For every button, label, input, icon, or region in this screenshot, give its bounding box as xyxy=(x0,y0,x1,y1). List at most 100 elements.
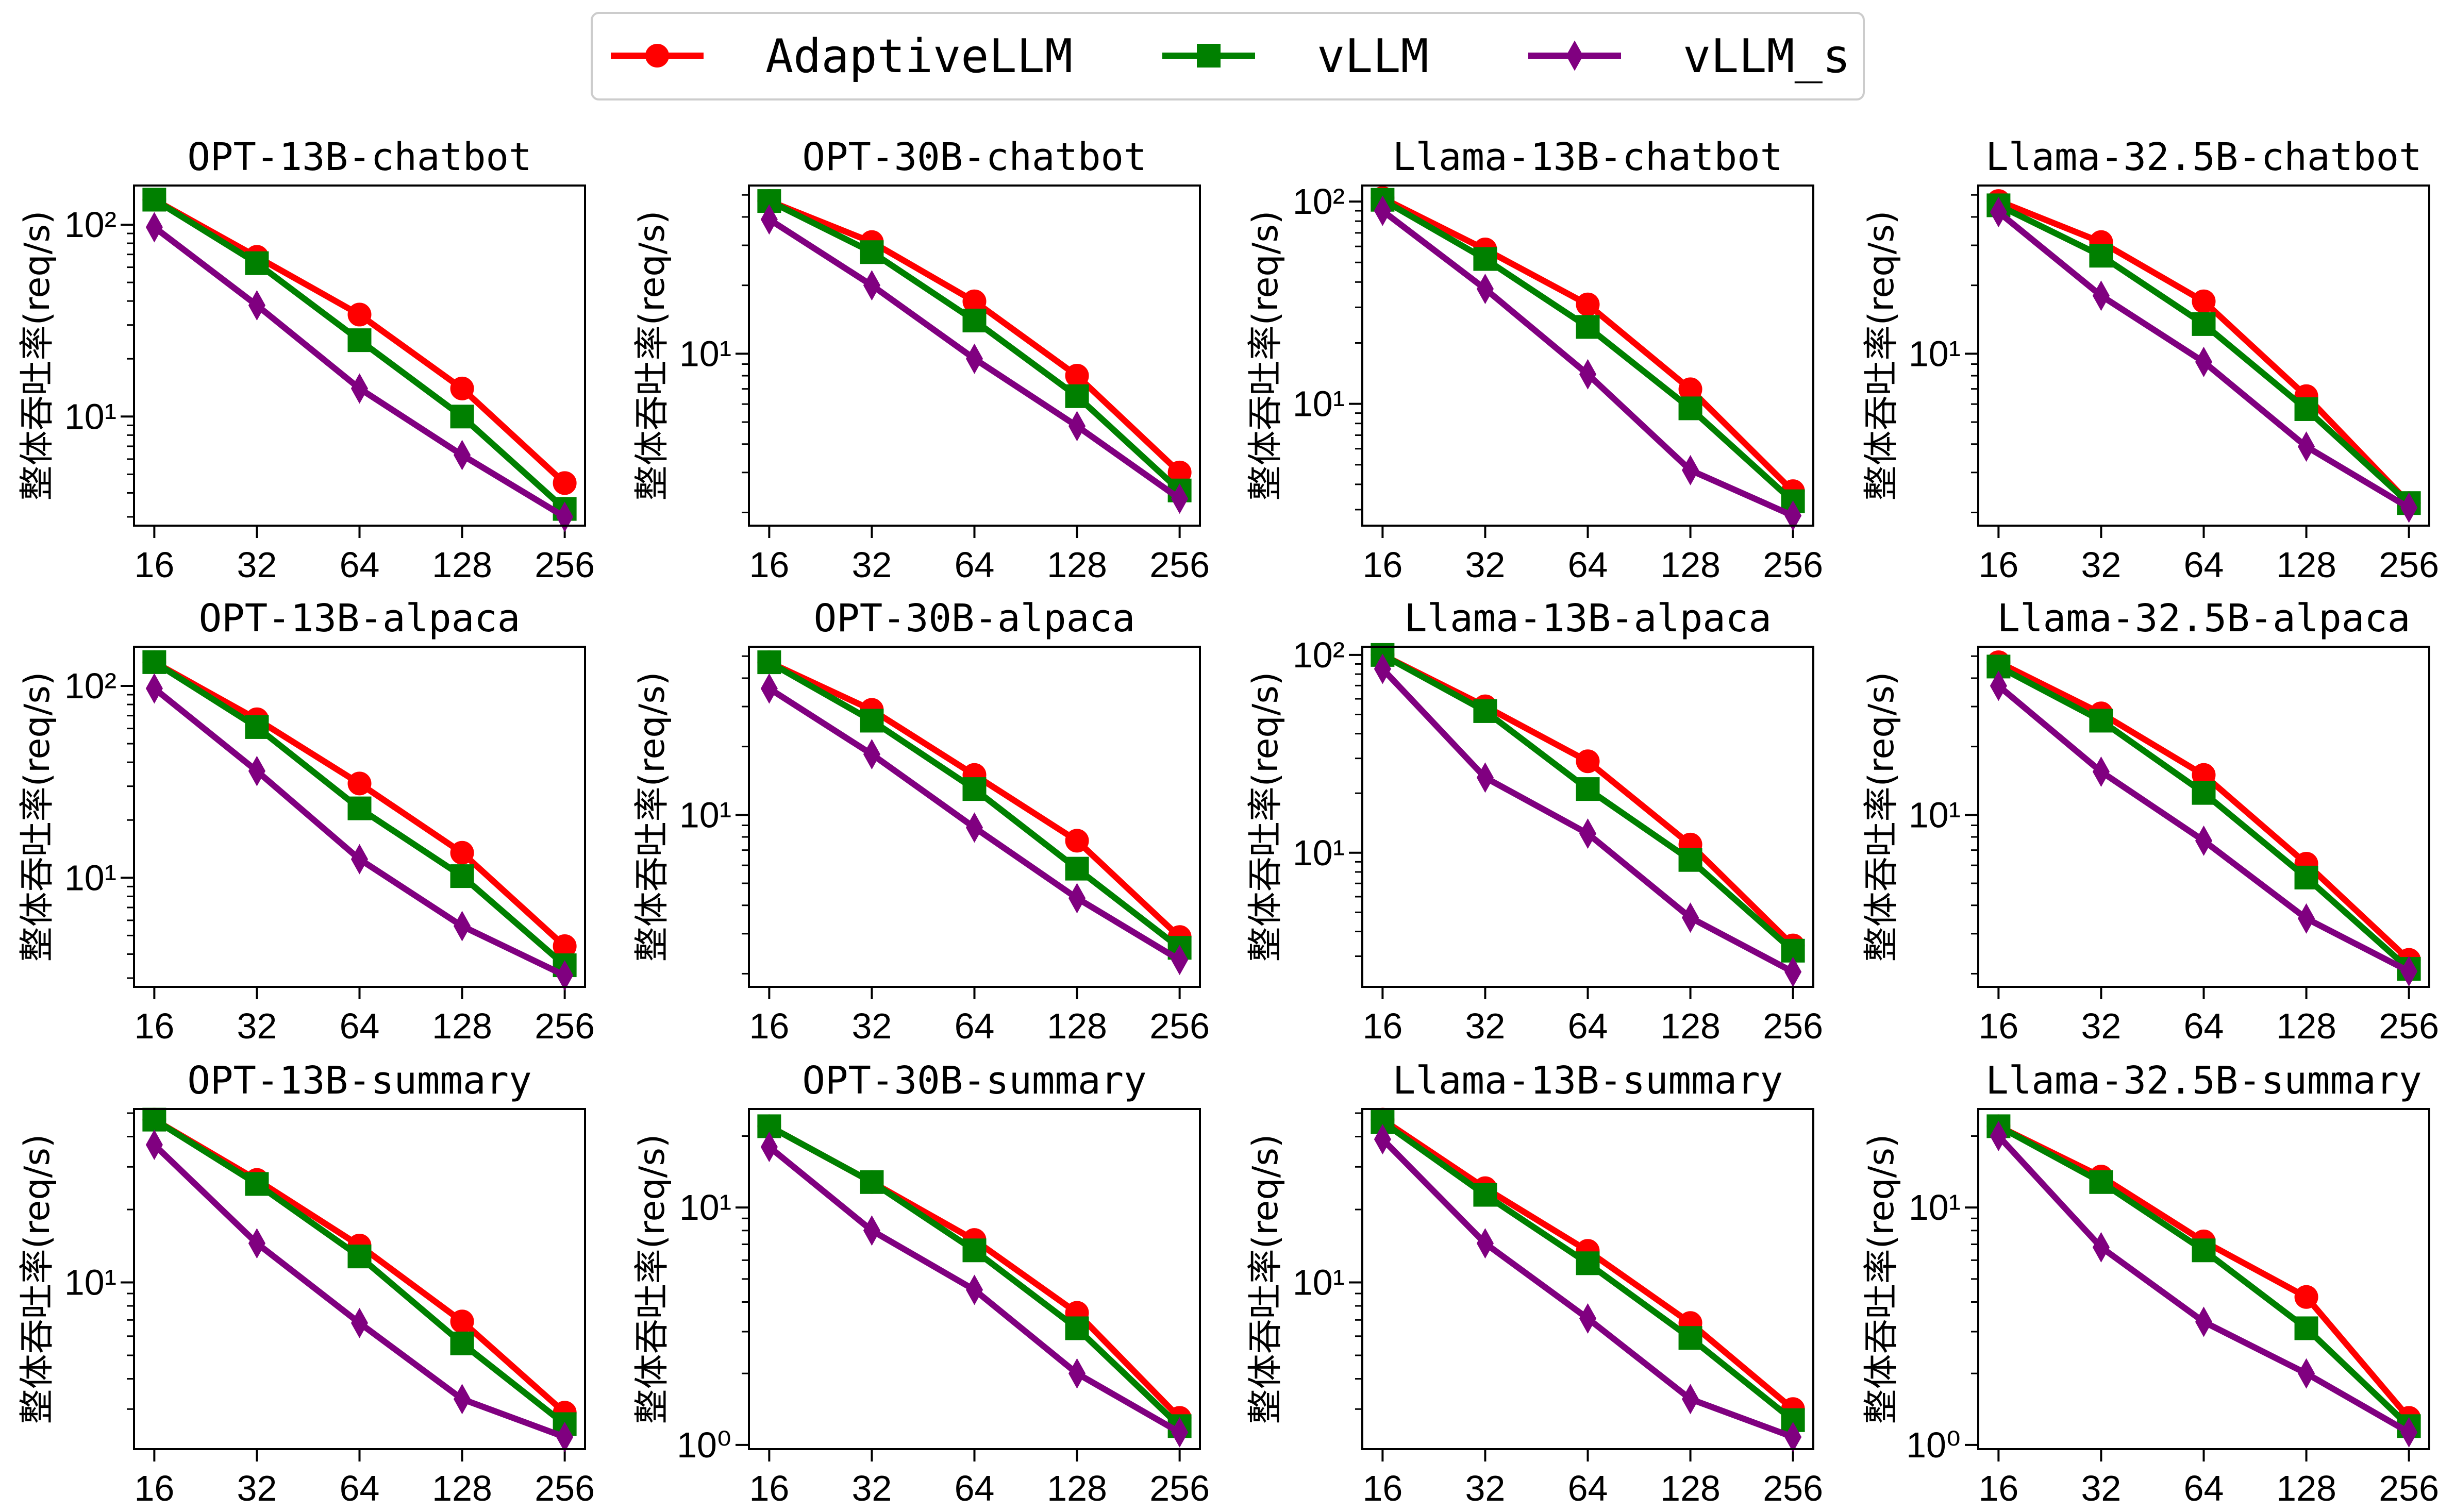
data-point-vllm xyxy=(1678,848,1702,872)
data-point-vllm xyxy=(347,328,372,352)
panel-llama-13b-chatbot: Llama-13B-chatbot 整体吞吐率(req/s) 10¹ 10² 16 32 6… xyxy=(1245,135,1823,585)
x-tick-label: 256 xyxy=(1149,545,1210,585)
series-vllm xyxy=(757,650,1192,960)
series-vllm-s xyxy=(1374,1124,1802,1453)
plot-frame xyxy=(1977,646,2430,988)
x-tick-label: 16 xyxy=(134,545,174,585)
data-point-vllm-s xyxy=(2400,492,2418,523)
x-tick-label: 128 xyxy=(1047,545,1107,585)
x-tick-label: 16 xyxy=(1978,1468,2018,1508)
x-tick-label: 256 xyxy=(2379,545,2439,585)
y-tick-label: 10² xyxy=(64,666,116,706)
y-tick-label: 10² xyxy=(1293,635,1345,675)
data-point-vllm-s xyxy=(1068,883,1086,914)
y-axis-label: 整体吞吐率(req/s) xyxy=(1245,672,1286,962)
x-tick-label: 64 xyxy=(2184,545,2224,585)
x-tick-label: 128 xyxy=(432,545,492,585)
data-point-vllm xyxy=(2294,865,2318,889)
panel-opt-13b-chatbot: OPT-13B-chatbot 整体吞吐率(req/s) 10¹ 10² 16 32 64 1… xyxy=(17,135,595,585)
panel-llama-32-5b-summary: Llama-32.5B-summary 整体吞吐率(req/s)10⁰ 10¹ 16 3… xyxy=(1861,1059,2439,1508)
data-point-vllm xyxy=(860,1170,884,1194)
series-vllm-s xyxy=(760,1132,1189,1448)
data-point-adaptivellm xyxy=(347,771,372,796)
y-axis-label: 整体吞吐率(req/s) xyxy=(1861,1134,1902,1424)
data-point-vllm xyxy=(962,308,987,332)
data-point-vllm-s xyxy=(863,1215,880,1246)
data-point-vllm-s xyxy=(248,1228,265,1259)
panel-llama-13b-summary: Llama-13B-summary 整体吞吐率(req/s) 10¹ 16 32 64 12… xyxy=(1245,1059,1823,1508)
x-tick-label: 256 xyxy=(2379,1006,2439,1046)
data-point-vllm xyxy=(2192,781,2216,805)
data-point-vllm xyxy=(757,650,781,675)
y-tick-label: 10¹ xyxy=(679,333,731,374)
x-tick-label: 32 xyxy=(1465,545,1506,585)
legend: AdaptiveLLM vLLM vLLM_s xyxy=(591,12,1865,100)
series-vllm-s xyxy=(1990,670,2418,987)
y-tick-label: 10¹ xyxy=(679,1187,731,1228)
series-vllm xyxy=(1986,654,2421,981)
y-axis-label: 整体吞吐率(req/s) xyxy=(1861,672,1902,962)
series-vllm-s xyxy=(145,1129,574,1453)
data-point-vllm xyxy=(347,796,372,820)
x-tick-label: 128 xyxy=(432,1468,492,1508)
data-point-vllm xyxy=(962,1238,987,1263)
y-tick-label: 10⁰ xyxy=(677,1425,731,1465)
plot-frame xyxy=(133,1108,586,1450)
x-tick-label: 16 xyxy=(749,1006,789,1046)
panel-title: OPT-30B-chatbot xyxy=(802,135,1146,179)
data-point-vllm xyxy=(860,709,884,733)
x-tick-label: 64 xyxy=(1568,1006,1608,1046)
data-point-vllm xyxy=(2294,1316,2318,1340)
data-point-vllm-s xyxy=(1990,197,2007,228)
x-tick-label: 128 xyxy=(1660,1468,1721,1508)
data-point-vllm xyxy=(1065,1316,1089,1340)
series-vllm-s xyxy=(1990,1120,2418,1448)
x-tick-label: 256 xyxy=(1763,1006,1823,1046)
plot-frame xyxy=(133,184,586,527)
plot-frame xyxy=(748,1108,1201,1450)
data-point-vllm-s xyxy=(454,1384,471,1415)
data-point-vllm-s xyxy=(350,373,369,404)
data-point-vllm xyxy=(1473,1183,1497,1207)
x-tick-label: 16 xyxy=(134,1006,174,1046)
x-tick-label: 32 xyxy=(2081,545,2122,585)
x-tick-label: 64 xyxy=(955,1468,995,1508)
data-point-vllm xyxy=(1065,384,1089,408)
series-vllm xyxy=(142,1107,577,1436)
data-point-vllm-s xyxy=(1682,455,1699,485)
data-point-vllm xyxy=(2089,244,2113,268)
panel-opt-30b-alpaca: OPT-30B-alpaca 整体吞吐率(req/s) 10¹ 16 32 64 128 25… xyxy=(632,596,1210,1046)
data-point-vllm xyxy=(347,1245,372,1269)
data-point-vllm-s xyxy=(350,844,369,875)
data-point-vllm-s xyxy=(556,960,574,991)
y-axis-label: 整体吞吐率(req/s) xyxy=(1245,1134,1286,1424)
y-axis-label: 整体吞吐率(req/s) xyxy=(1861,211,1902,501)
data-point-adaptivellm xyxy=(450,376,474,400)
y-tick-label: 10¹ xyxy=(1293,1263,1345,1303)
y-tick-label: 10² xyxy=(64,205,116,245)
data-point-adaptivellm xyxy=(450,841,474,865)
series-vllm-s xyxy=(145,673,574,991)
data-point-vllm-s xyxy=(1476,274,1494,305)
data-point-adaptivellm xyxy=(347,303,372,327)
data-point-vllm-s xyxy=(2298,431,2315,462)
x-tick-label: 128 xyxy=(1047,1006,1107,1046)
data-point-vllm xyxy=(245,251,269,275)
data-point-vllm xyxy=(142,650,166,674)
x-tick-label: 256 xyxy=(1763,545,1823,585)
data-point-adaptivellm xyxy=(2192,289,2216,313)
data-point-vllm xyxy=(245,1172,269,1196)
data-point-vllm-s xyxy=(145,212,163,243)
data-point-vllm-s xyxy=(1682,902,1699,933)
y-tick-label: 10¹ xyxy=(1293,384,1345,424)
data-point-vllm-s xyxy=(863,270,880,301)
series-vllm-s xyxy=(145,212,574,532)
panel-title: OPT-30B-alpaca xyxy=(814,596,1135,641)
data-point-vllm-s xyxy=(556,501,574,532)
y-tick-label: 10⁰ xyxy=(1906,1425,1961,1465)
data-point-vllm xyxy=(2089,1170,2113,1194)
data-point-vllm-s xyxy=(2092,1232,2110,1263)
x-tick-label: 256 xyxy=(535,545,595,585)
data-point-vllm-s xyxy=(965,812,983,843)
data-point-vllm-s xyxy=(248,755,265,786)
